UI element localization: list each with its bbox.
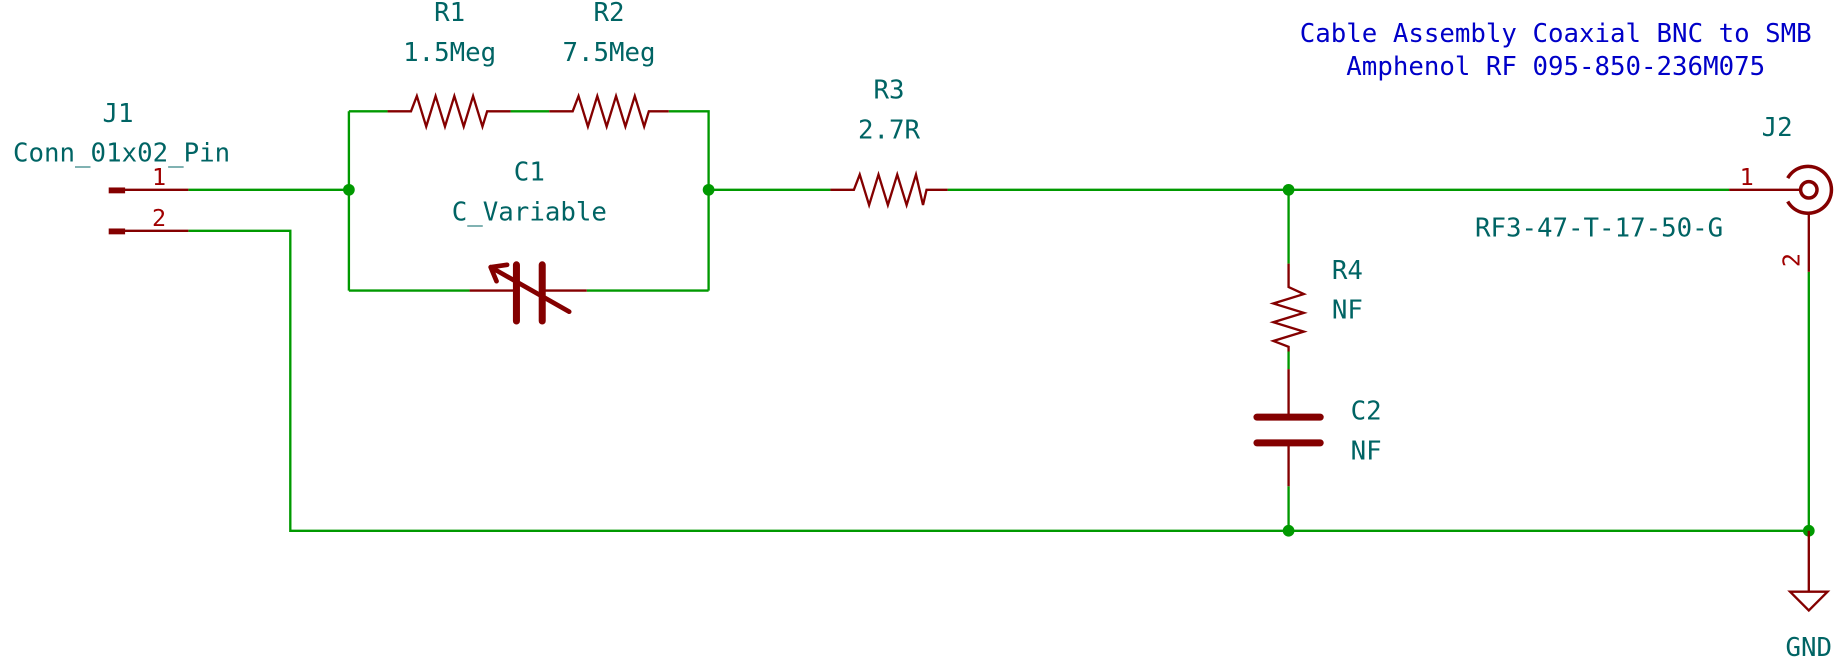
junction bbox=[1282, 183, 1295, 196]
j1-value: Conn_01x02_Pin bbox=[13, 139, 230, 169]
r3-ref: R3 bbox=[874, 75, 905, 105]
r3-symbol bbox=[830, 170, 948, 210]
c1-value: C_Variable bbox=[452, 197, 607, 227]
resistor-r4[interactable]: R4 NF bbox=[1269, 256, 1363, 352]
coax-center-icon bbox=[1798, 179, 1819, 200]
j1-pin-1: 1 bbox=[152, 163, 166, 191]
j2-ref: J2 bbox=[1762, 113, 1793, 143]
junction bbox=[702, 183, 715, 196]
ground-symbol[interactable]: GND bbox=[1786, 530, 1833, 662]
j1-pin-2-stub bbox=[108, 228, 126, 235]
capacitor-c2[interactable]: C2 NF bbox=[1253, 369, 1382, 487]
c1-plates bbox=[512, 261, 546, 325]
rf-connector-j2[interactable]: J2 RF3-47-T-17-50-G 1 2 bbox=[1475, 113, 1834, 272]
j1-pin-1-stub bbox=[108, 187, 126, 194]
c2-ref: C2 bbox=[1351, 396, 1382, 426]
r2-value: 7.5Meg bbox=[562, 38, 655, 68]
c2-plates bbox=[1253, 413, 1324, 447]
r2-symbol bbox=[549, 92, 669, 131]
net-signal[interactable] bbox=[188, 110, 1730, 292]
r4-value: NF bbox=[1332, 296, 1363, 326]
resistor-r3[interactable]: R3 2.7R bbox=[830, 75, 948, 210]
variable-capacitor-c1[interactable]: C1 C_Variable bbox=[452, 157, 607, 325]
r3-value: 2.7R bbox=[858, 115, 921, 145]
c1-variable-arrow-icon bbox=[488, 262, 572, 315]
wires bbox=[188, 110, 1810, 532]
j2-pin-2: 2 bbox=[1777, 253, 1805, 267]
note-line-2: Amphenol RF 095-850-236M075 bbox=[1346, 52, 1765, 82]
r1-value: 1.5Meg bbox=[403, 38, 496, 68]
note-line-1: Cable Assembly Coaxial BNC to SMB bbox=[1300, 19, 1812, 49]
connector-j1[interactable]: J1 Conn_01x02_Pin 1 2 bbox=[13, 99, 230, 235]
r1-symbol bbox=[387, 92, 511, 131]
j1-ref: J1 bbox=[103, 99, 134, 129]
r1-ref: R1 bbox=[434, 0, 465, 28]
resistor-r1[interactable]: R1 1.5Meg bbox=[387, 0, 511, 131]
c1-ref: C1 bbox=[514, 157, 545, 187]
junction bbox=[343, 183, 355, 196]
coax-shield-icon bbox=[1786, 164, 1834, 215]
j2-value: RF3-47-T-17-50-G bbox=[1475, 214, 1723, 244]
r4-symbol bbox=[1269, 263, 1308, 352]
resistor-r2[interactable]: R2 7.5Meg bbox=[549, 0, 669, 131]
ground-icon bbox=[1787, 530, 1831, 613]
j1-pin-2: 2 bbox=[152, 204, 166, 232]
net-ground[interactable] bbox=[188, 229, 1810, 532]
j2-pin-1: 1 bbox=[1740, 163, 1754, 191]
c2-value: NF bbox=[1351, 436, 1382, 466]
r2-ref: R2 bbox=[593, 0, 624, 28]
junction bbox=[1282, 524, 1295, 537]
j1-pin-lines bbox=[123, 188, 189, 232]
gnd-label: GND bbox=[1786, 633, 1833, 662]
r4-ref: R4 bbox=[1332, 256, 1363, 286]
